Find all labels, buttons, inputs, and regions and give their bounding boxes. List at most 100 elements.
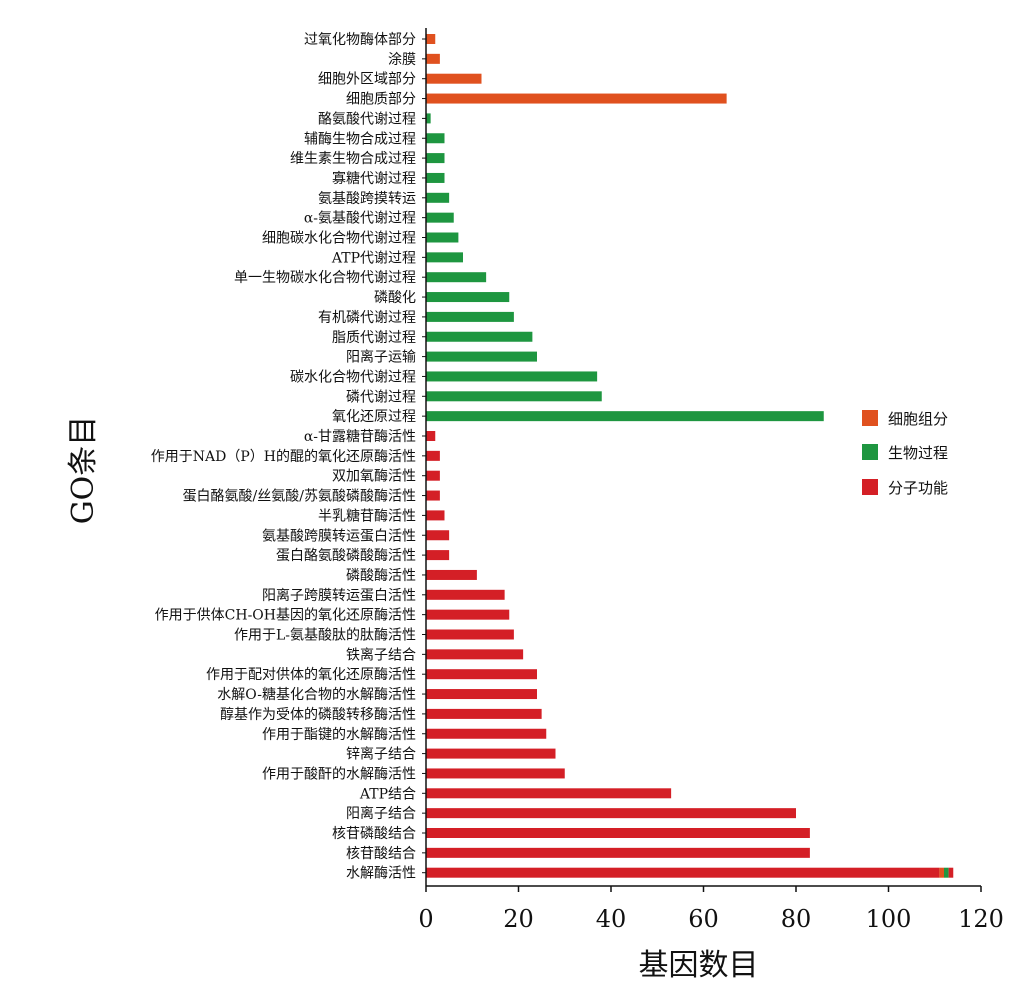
y-tick-label: 作用于酯键的水解酶活性 [262,727,416,743]
bar [426,510,445,521]
bar [426,252,463,263]
bar [426,828,810,838]
bar [426,232,459,243]
y-tick-label: 磷酸化 [374,290,416,306]
y-tick-label: 酪氨酸代谢过程 [318,111,416,127]
legend-swatch [862,479,878,495]
y-tick-label: 细胞碳水化合物代谢过程 [262,231,416,247]
y-tick-label: 氨基酸跨摸转运 [318,190,416,207]
bar-stack-segment [948,867,954,878]
y-tick-label: 锌离子结合 [346,746,416,763]
bar [426,212,454,223]
x-axis-title: 基因数目 [639,948,759,983]
y-tick-label: 阳离子运输 [346,349,416,366]
y-tick-label: 脂质代谢过程 [332,330,416,346]
y-tick-label: 辅酶生物合成过程 [304,131,416,147]
y-axis-title: GO条目 [66,416,101,525]
bar [426,272,487,283]
y-tick-label: 水解O-糖基化合物的水解酶活性 [217,686,416,703]
bar [426,569,477,580]
y-tick-label: 单一生物碳水化合物代谢过程 [234,270,416,286]
y-tick-label: 阳离子结合 [346,805,416,822]
x-tick-label: 40 [596,905,627,933]
x-tick-label: 20 [503,905,534,933]
y-tick-label: 作用于NAD（P）H的醌的氧化还原酶活性 [151,449,416,465]
y-tick-label: α-氨基酸代谢过程 [304,210,416,227]
bar [426,808,796,819]
bar [426,708,542,719]
y-tick-label: ATP代谢过程 [331,250,416,266]
bar [426,172,445,183]
y-tick-label: 过氧化物酶体部分 [304,32,416,48]
y-tick-label: 磷代谢过程 [346,389,416,405]
bar [426,748,556,759]
y-tick-label: 核苷磷酸结合 [332,826,416,842]
y-tick-label: 作用于供体CH-OH基因的氧化还原酶活性 [155,607,416,624]
bar [426,847,810,858]
legend-label: 生物过程 [888,444,948,462]
y-tick-label: α-甘露糖苷酶活性 [304,429,416,445]
y-tick-label: 寡糖代谢过程 [332,170,416,187]
y-tick-label: 铁离子结合 [346,646,416,663]
bar [426,470,440,481]
bar [426,53,440,64]
y-tick-label: 维生素生物合成过程 [290,151,416,167]
bar [426,550,450,561]
bar [426,192,450,203]
y-tick-label: 碳水化合物代谢过程 [290,369,416,385]
y-tick-label: 有机磷代谢过程 [318,310,416,326]
bar [426,93,727,104]
bar [426,649,524,660]
y-tick-label: 氧化还原过程 [332,409,416,425]
bar [426,351,537,362]
y-tick-label: 半乳糖苷酶活性 [318,508,416,524]
legend-swatch [862,444,878,460]
y-tick-label: 醇基作为受体的磷酸转移酶活性 [220,706,416,723]
bar [426,867,940,878]
y-tick-label: 蛋白酪氨酸/丝氨酸/苏氨酸磷酸酶活性 [183,489,416,505]
y-tick-label: 核苷酸结合 [346,846,416,862]
y-tick-label: 作用于酸酐的水解酶活性 [262,766,416,782]
bar [426,431,436,441]
y-tick-label: 阳离子跨膜转运蛋白活性 [262,587,416,604]
y-tick-label: 作用于L-氨基酸肽的肽酶活性 [234,627,416,644]
bar [426,768,565,779]
y-tick-label: 磷酸酶活性 [346,568,416,584]
legend-label: 分子功能 [888,479,948,497]
bar [426,609,510,620]
bar [426,530,450,541]
bar [426,73,482,84]
x-tick-label: 60 [688,905,719,933]
x-tick-label: 80 [781,905,812,933]
y-tick-label: 氨基酸跨膜转运蛋白活性 [262,527,416,544]
bar [426,411,824,422]
x-tick-label: 0 [418,905,433,933]
x-tick-label: 100 [866,905,912,933]
y-tick-label: 双加氧酶活性 [332,469,416,485]
bar [426,113,431,124]
bar [426,450,440,461]
y-tick-label: ATP结合 [359,786,416,802]
y-tick-label: 细胞质部分 [346,92,416,108]
y-tick-label: 水解酶活性 [346,866,416,882]
bar [426,728,547,739]
bar [426,34,436,44]
bar-stack-segment [944,867,949,878]
y-tick-label: 蛋白酪氨酸磷酸酶活性 [276,548,416,564]
bar [426,153,445,164]
y-tick-label: 细胞外区域部分 [318,72,416,88]
bar [426,629,514,640]
legend-swatch [862,410,878,426]
bar [426,133,445,144]
bar [426,331,533,342]
bar [426,689,537,700]
bar [426,371,598,382]
bar [426,589,505,600]
bar [426,292,510,303]
bar [426,311,514,322]
bar [426,490,440,501]
bar [426,391,602,402]
y-tick-label: 作用于配对供体的氧化还原酶活性 [206,667,416,683]
x-tick-label: 120 [958,905,1004,933]
